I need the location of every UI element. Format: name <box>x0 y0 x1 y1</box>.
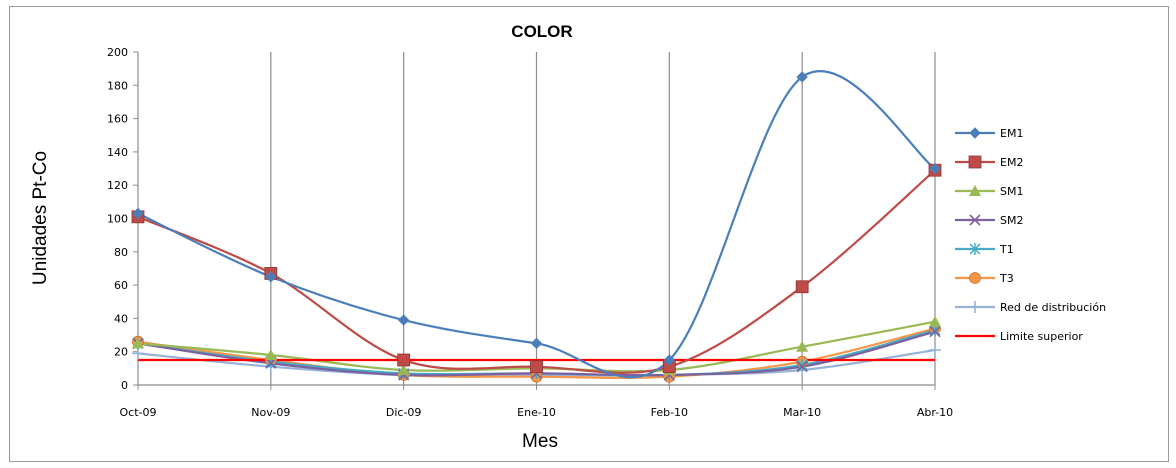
data-point-sm1-nov-09 <box>264 349 277 361</box>
legend-label: SM1 <box>1000 185 1023 198</box>
data-point-sm2-mar-10 <box>796 361 808 373</box>
legend-swatch-marker <box>968 155 982 169</box>
y-axis-title: Unidades Pt-Co <box>30 151 51 285</box>
y-tick-label: 20 <box>114 346 128 359</box>
y-tick-label: 140 <box>107 146 128 159</box>
legend: EM1 EM2 SM1 SM2 T1 T3 Red de distribución Limit… <box>955 127 1106 343</box>
series-markers <box>131 71 942 383</box>
y-tick-label: 80 <box>114 246 128 259</box>
legend-item-em2: EM2 <box>955 155 1023 169</box>
legend-label: T3 <box>999 272 1014 285</box>
data-point-em2-ene-10 <box>530 360 543 374</box>
legend-label: EM2 <box>1000 156 1023 169</box>
data-point-em2-dic-09 <box>397 353 411 367</box>
legend-label: T1 <box>999 243 1014 256</box>
x-tick-label: Ene-10 <box>517 406 556 419</box>
chart-frame <box>9 6 1169 462</box>
x-tick-label: Dic-09 <box>386 406 422 419</box>
grid-lines <box>270 52 936 385</box>
data-point-em1-feb-10 <box>663 354 676 366</box>
y-tick-label: 0 <box>121 379 128 392</box>
x-tick-label: Feb-10 <box>651 406 688 419</box>
data-point-em1-mar-10 <box>796 71 808 83</box>
data-point-em1-ene-10 <box>530 337 543 350</box>
y-tick-label: 60 <box>114 279 128 292</box>
data-point-em2-mar-10 <box>795 280 809 294</box>
x-tick-label: Oct-09 <box>120 406 157 419</box>
legend-swatch-marker <box>969 301 981 313</box>
axes: 0 20 40 60 80 100 120 140 160 180 200 Oct-09 Nov-09 D… <box>107 46 953 419</box>
legend-item-sm2: SM2 <box>955 214 1023 227</box>
marker-stroke <box>796 361 808 373</box>
legend-swatch-marker <box>969 185 981 196</box>
y-tick-label: 180 <box>107 79 128 92</box>
data-point-sm2-abr-10 <box>929 326 941 338</box>
legend-swatch-marker <box>969 127 981 139</box>
data-point-sm1-dic-09 <box>397 364 410 376</box>
data-point-sm1-oct-09 <box>132 337 144 349</box>
legend-label: Limite superior <box>1000 330 1083 343</box>
legend-item-t1: T1 <box>955 243 1014 256</box>
data-point-em1-abr-10 <box>929 162 941 175</box>
legend-item-limite-superior: Limite superior <box>955 330 1083 343</box>
y-tick-label: 40 <box>114 312 128 325</box>
chart-title: COLOR <box>511 22 572 41</box>
legend-swatch-marker <box>969 243 981 255</box>
marker-stroke <box>929 326 941 338</box>
data-point-t1-mar-10 <box>796 359 808 372</box>
data-point-sm1-mar-10 <box>796 340 809 352</box>
y-tick-label: 100 <box>107 213 128 226</box>
y-tick-label: 200 <box>107 46 128 59</box>
legend-item-em1: EM1 <box>955 127 1023 140</box>
x-tick-label: Nov-09 <box>251 406 290 419</box>
y-tick-label: 160 <box>107 113 128 126</box>
legend-label: SM2 <box>1000 214 1023 227</box>
x-tick-label: Abr-10 <box>917 406 953 419</box>
legend-item-sm1: SM1 <box>955 185 1023 198</box>
x-axis-title: Mes <box>522 431 558 452</box>
data-point-sm1-abr-10 <box>929 315 941 327</box>
marker-stroke <box>969 214 981 226</box>
x-tick-label: Mar-10 <box>783 406 821 419</box>
data-point-em1-dic-09 <box>397 314 410 326</box>
legend-item-red-de-distribuci-n: Red de distribución <box>955 301 1106 314</box>
y-tick-label: 120 <box>107 179 128 192</box>
data-point-em1-nov-09 <box>265 271 277 283</box>
legend-swatch-marker <box>969 272 981 284</box>
legend-label: EM1 <box>1000 127 1023 140</box>
data-point-em1-oct-09 <box>132 207 144 220</box>
data-point-red-de-distribuci-n-abr-10 <box>929 344 941 357</box>
legend-label: Red de distribución <box>1000 301 1106 314</box>
legend-item-t3: T3 <box>955 272 1014 285</box>
legend-swatch-marker <box>969 214 981 226</box>
